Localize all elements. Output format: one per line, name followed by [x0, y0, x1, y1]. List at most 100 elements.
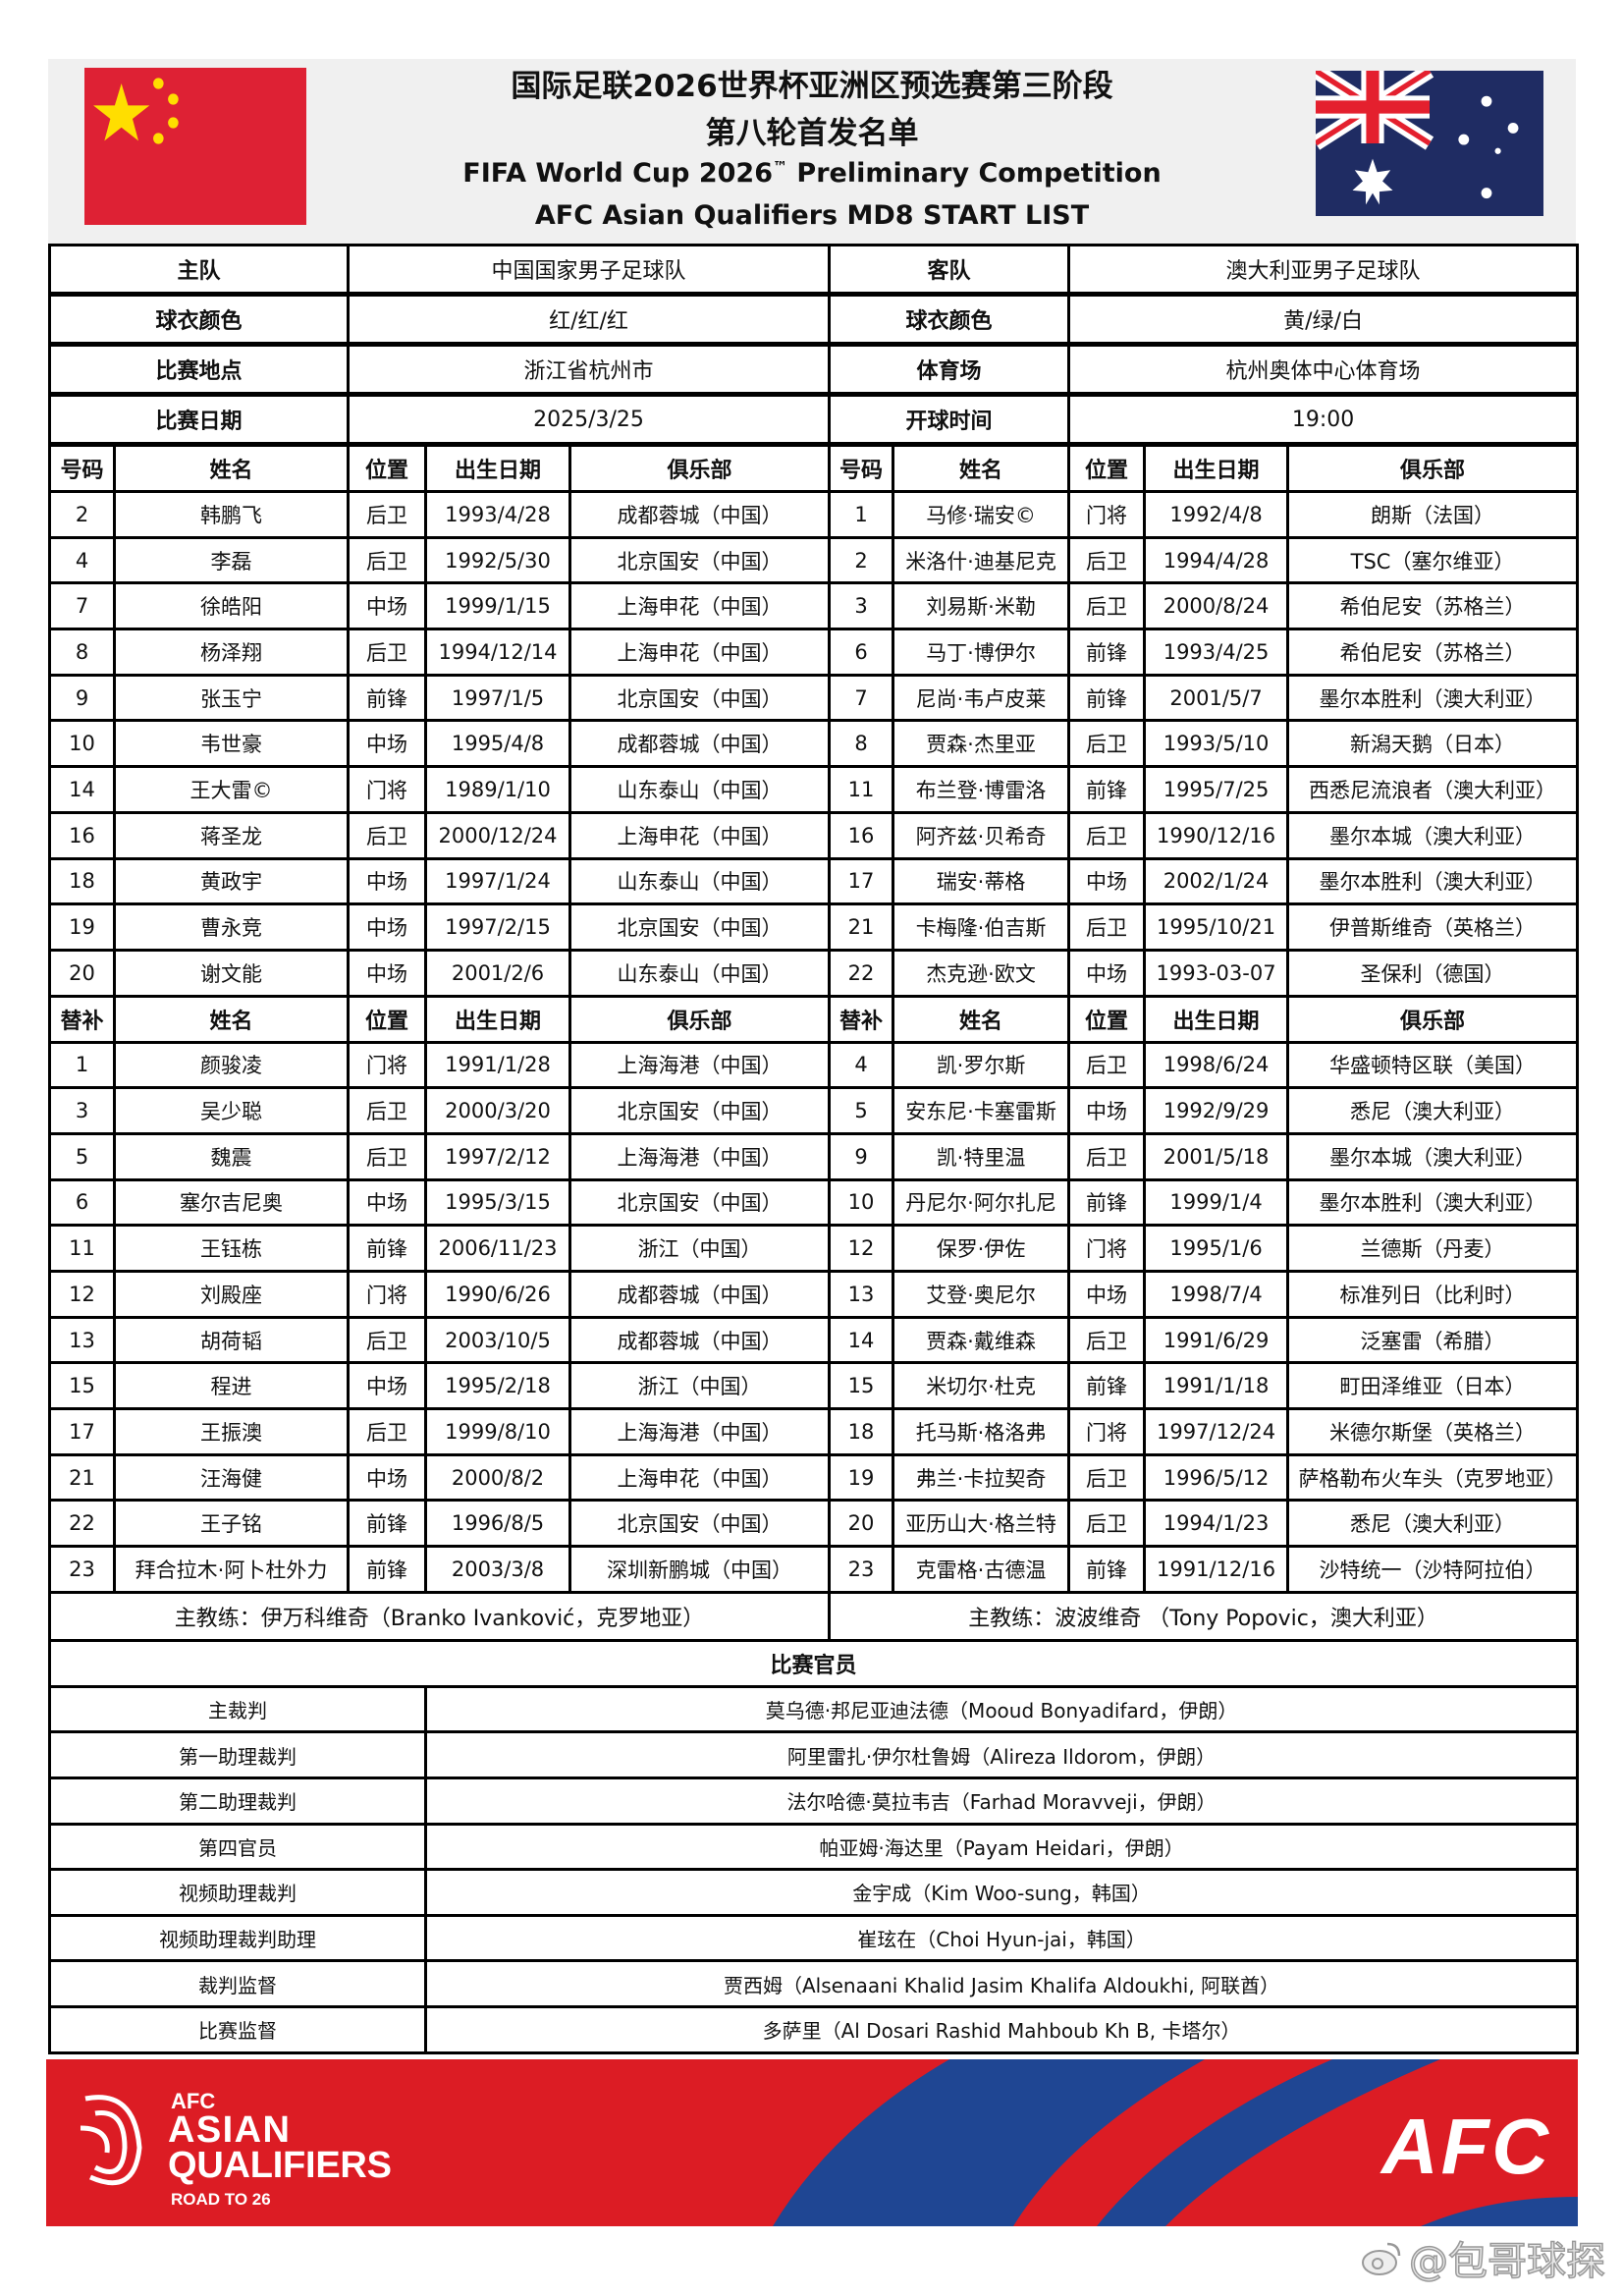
official-name: 贾西姆（Alsenaani Khalid Jasim Khalifa Aldou…: [424, 1959, 1580, 2008]
player-row: 9 张玉宁 前锋 1997/1/5 北京国安（中国） 7 尼尚·韦卢皮莱 前锋 2001/5/7…: [48, 673, 1580, 723]
home-player-number: 23: [48, 1545, 116, 1594]
away-player-club: 泛塞雷（希腊）: [1286, 1315, 1580, 1365]
home-player-number: 22: [48, 1499, 116, 1549]
away-player-number: 15: [828, 1361, 895, 1411]
away-player-club: 伊普斯维奇（英格兰）: [1286, 902, 1580, 952]
australia-flag-icon: [1316, 71, 1543, 216]
home-player-birth-date: 1997/2/15: [424, 902, 572, 952]
home-player-birth-date: 1995/4/8: [424, 719, 572, 769]
away-player-number: 2: [828, 535, 895, 585]
home-info-label: 主队: [47, 244, 351, 297]
away-player-number: 4: [828, 1040, 895, 1090]
away-player-position: 门将: [1067, 1224, 1147, 1273]
home-player-position: 门将: [347, 1040, 428, 1090]
home-player-name: 颜骏凌: [112, 1040, 351, 1090]
official-name: 莫乌德·邦尼亚迪法德（Mooud Bonyadifard，伊朗）: [424, 1684, 1580, 1734]
home-player-club: 北京国安（中国）: [568, 1499, 832, 1549]
afc-asian-qualifiers-banner: AFC ASIAN QUALIFIERS ROAD TO 26 AFC: [46, 2059, 1578, 2226]
home-player-birth-date: 1992/5/30: [424, 535, 572, 585]
away-player-club: 墨尔本城（澳大利亚）: [1286, 810, 1580, 860]
away-player-club: 希伯尼安（苏格兰）: [1286, 581, 1580, 631]
officials-title: 比赛官员: [47, 1638, 1580, 1688]
home-player-birth-date: 2001/2/6: [424, 948, 572, 998]
away-player-club: 悉尼（澳大利亚）: [1286, 1086, 1580, 1135]
official-role: 第四官员: [47, 1822, 428, 1872]
home-player-birth-date: 1994/12/14: [424, 628, 572, 677]
weibo-icon: [1362, 2242, 1401, 2275]
header-club: 俱乐部: [1286, 443, 1580, 493]
away-player-club: 朗斯（法国）: [1286, 490, 1580, 539]
away-player-position: 后卫: [1067, 1452, 1147, 1503]
home-player-number: 5: [48, 1131, 116, 1181]
away-player-name: 米洛什·迪基尼克: [892, 535, 1071, 585]
home-player-position: 后卫: [347, 810, 428, 860]
home-player-club: 深圳新鹏城（中国）: [568, 1545, 832, 1594]
away-player-name: 托马斯·格洛弗: [892, 1407, 1071, 1456]
home-player-birth-date: 2000/12/24: [424, 810, 572, 860]
away-player-birth-date: 1995/10/21: [1143, 902, 1290, 952]
away-info-value: 澳大利亚男子足球队: [1067, 244, 1580, 297]
home-player-club: 成都蓉城（中国）: [568, 719, 832, 769]
away-player-name: 贾森·杰里亚: [892, 719, 1071, 769]
away-player-number: 6: [828, 628, 895, 677]
player-row: 3 吴少聪 后卫 2000/3/20 北京国安（中国） 5 安东尼·卡塞雷斯 中场 1992/9…: [48, 1086, 1580, 1135]
home-player-club: 上海申花（中国）: [568, 1452, 832, 1503]
official-role: 第二助理裁判: [47, 1777, 428, 1826]
away-player-number: 1: [828, 490, 895, 539]
away-player-number: 8: [828, 719, 895, 769]
away-player-position: 后卫: [1067, 1040, 1147, 1090]
away-player-position: 后卫: [1067, 1315, 1147, 1365]
away-player-name: 杰克逊·欧文: [892, 948, 1071, 998]
officials-header-row: 比赛官员: [47, 1638, 1580, 1688]
away-player-club: 圣保利（德国）: [1286, 948, 1580, 998]
home-player-birth-date: 1995/3/15: [424, 1177, 572, 1228]
home-info-label: 球衣颜色: [47, 293, 351, 347]
player-row: 17 王振澳 后卫 1999/8/10 上海海港（中国） 18 托马斯·格洛弗 门将 1997/…: [48, 1407, 1580, 1456]
official-role: 比赛监督: [47, 2004, 428, 2054]
player-row: 19 曹永竞 中场 1997/2/15 北京国安（中国） 21 卡梅隆·伯吉斯 后卫 1995/…: [48, 902, 1580, 952]
away-head-coach: 主教练：波波维奇 （Tony Popovic，澳大利亚）: [828, 1590, 1580, 1642]
away-player-position: 后卫: [1067, 902, 1147, 952]
home-player-number: 17: [48, 1407, 116, 1456]
player-row: 6 塞尔吉尼奥 中场 1995/3/15 北京国安（中国） 10 丹尼尔·阿尔扎尼 前锋 199…: [48, 1177, 1580, 1228]
away-player-name: 弗兰·卡拉契奇: [892, 1452, 1071, 1503]
home-player-birth-date: 1999/1/15: [424, 581, 572, 631]
home-player-name: 拜合拉木·阿卜杜外力: [112, 1545, 351, 1594]
away-player-name: 瑞安·蒂格: [892, 856, 1071, 906]
title-en-startlist: AFC Asian Qualifiers MD8 START LIST: [534, 200, 1090, 231]
away-player-number: 20: [828, 1499, 895, 1549]
away-player-position: 前锋: [1067, 673, 1147, 723]
away-info-label: 开球时间: [828, 393, 1071, 447]
header-position: 位置: [1067, 443, 1147, 493]
watermark: @包哥球探: [1360, 2229, 1606, 2286]
home-player-position: 后卫: [347, 490, 428, 539]
home-player-name: 张玉宁: [112, 673, 351, 723]
away-player-position: 中场: [1067, 1270, 1147, 1319]
home-player-position: 前锋: [347, 673, 428, 723]
home-player-position: 中场: [347, 1177, 428, 1228]
trademark: ™: [773, 158, 787, 176]
player-row: 10 韦世豪 中场 1995/4/8 成都蓉城（中国） 8 贾森·杰里亚 后卫 1993/5/1…: [48, 719, 1580, 769]
official-name: 金宇成（Kim Woo-sung，韩国）: [424, 1868, 1580, 1917]
home-player-name: 魏震: [112, 1131, 351, 1181]
away-player-number: 3: [828, 581, 895, 631]
home-player-birth-date: 2003/10/5: [424, 1315, 572, 1365]
away-player-club: TSC（塞尔维亚）: [1286, 535, 1580, 585]
home-player-birth-date: 1997/1/5: [424, 673, 572, 723]
home-info-label: 比赛日期: [47, 393, 351, 447]
away-player-name: 刘易斯·米勒: [892, 581, 1071, 631]
home-player-club: 上海申花（中国）: [568, 581, 832, 631]
away-player-birth-date: 1994/1/23: [1143, 1499, 1290, 1549]
header-club: 俱乐部: [568, 443, 832, 493]
away-player-club: 新潟天鹅（日本）: [1286, 719, 1580, 769]
away-player-club: 墨尔本胜利（澳大利亚）: [1286, 673, 1580, 723]
logo-qualifiers-text: QUALIFIERS: [168, 2145, 392, 2186]
home-player-position: 中场: [347, 1452, 428, 1503]
official-role: 裁判监督: [47, 1959, 428, 2008]
home-player-birth-date: 1999/8/10: [424, 1407, 572, 1456]
away-player-birth-date: 1992/9/29: [1143, 1086, 1290, 1135]
away-player-position: 后卫: [1067, 1131, 1147, 1181]
home-player-name: 程进: [112, 1361, 351, 1411]
home-player-position: 前锋: [347, 1545, 428, 1594]
home-head-coach: 主教练：伊万科维奇（Branko Ivanković，克罗地亚）: [47, 1590, 832, 1642]
